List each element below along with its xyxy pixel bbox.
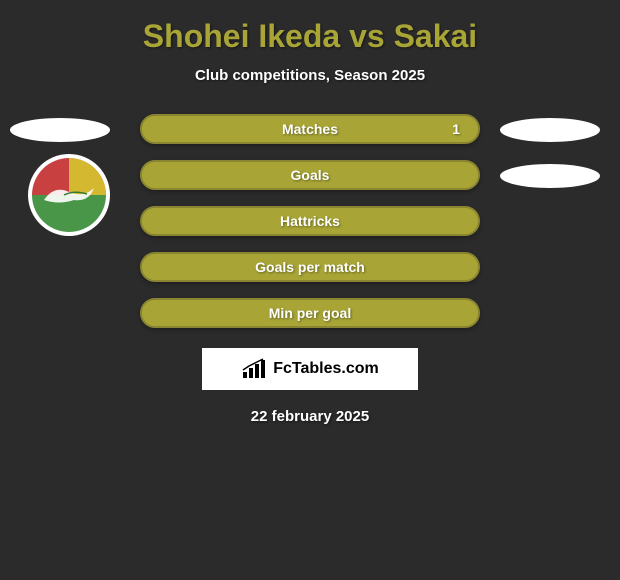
chart-icon: [241, 358, 267, 380]
page-subtitle: Club competitions, Season 2025: [195, 67, 425, 84]
stat-row-goals: Goals: [140, 160, 480, 190]
stat-value-right: 1: [452, 121, 460, 137]
stat-rows: Matches 1 Goals Hattricks Goals per matc…: [140, 114, 480, 328]
bird-icon: [39, 180, 99, 210]
stat-label: Hattricks: [280, 213, 340, 229]
stats-area: Matches 1 Goals Hattricks Goals per matc…: [0, 114, 620, 328]
stat-row-matches: Matches 1: [140, 114, 480, 144]
stat-row-min-per-goal: Min per goal: [140, 298, 480, 328]
date-text: 22 february 2025: [251, 408, 369, 425]
team-badge-left: [28, 154, 110, 236]
branding-badge[interactable]: FcTables.com: [202, 348, 418, 390]
branding-text: FcTables.com: [273, 360, 379, 378]
stat-label: Goals: [291, 167, 330, 183]
team-badge-icon: [32, 158, 106, 232]
stat-label: Goals per match: [255, 259, 365, 275]
page-title: Shohei Ikeda vs Sakai: [143, 18, 477, 55]
player-right-placeholder-1: [500, 118, 600, 142]
player-left-placeholder: [10, 118, 110, 142]
stat-label: Matches: [282, 121, 338, 137]
stat-label: Min per goal: [269, 305, 351, 321]
player-right-placeholder-2: [500, 164, 600, 188]
stat-row-hattricks: Hattricks: [140, 206, 480, 236]
comparison-panel: Shohei Ikeda vs Sakai Club competitions,…: [0, 0, 620, 435]
stat-row-goals-per-match: Goals per match: [140, 252, 480, 282]
